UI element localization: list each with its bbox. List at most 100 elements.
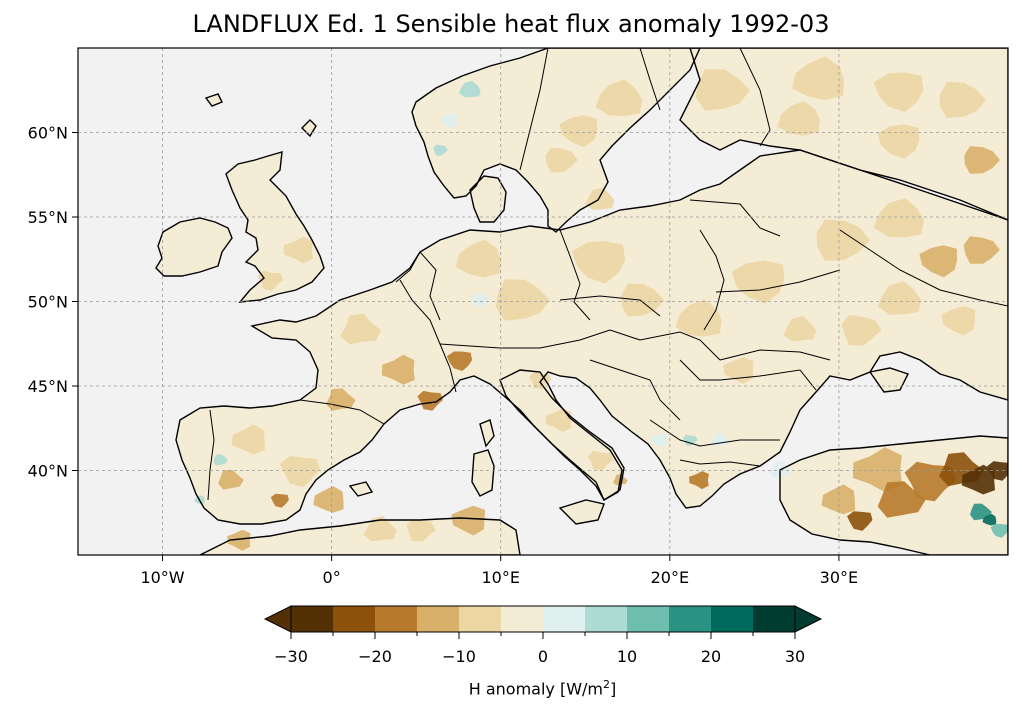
- coastlines: [155, 48, 1008, 555]
- anomaly-patch: [791, 56, 844, 101]
- anomaly-patch: [231, 424, 265, 455]
- colorbar-bin: [711, 606, 753, 632]
- colorbar-bin: [501, 606, 543, 632]
- colorbar-bin: [333, 606, 375, 632]
- anomaly-patch: [982, 513, 997, 526]
- border-finland-russia: [739, 48, 771, 147]
- anomaly-patch: [731, 260, 785, 304]
- land-finland-russia: [680, 48, 1008, 220]
- anomaly-patch: [695, 69, 750, 111]
- anomaly-patch: [963, 236, 1000, 264]
- anomaly-patch: [545, 408, 572, 433]
- anomaly-patch: [451, 505, 486, 536]
- border-poland-east: [699, 229, 725, 331]
- colorbar-over-extend: [794, 605, 823, 633]
- anomaly-patch: [987, 461, 1008, 481]
- land-italy: [500, 370, 622, 500]
- border-austria-hungary: [609, 329, 721, 361]
- tick-marks: 10°W 0° 10°E 20°E 30°E 60°N 55°N 50°N 45°N 40°N: [28, 124, 858, 588]
- anomaly-patch: [587, 450, 614, 471]
- colorbar-tick-label: −20: [358, 647, 392, 666]
- anomaly-patch: [440, 113, 458, 128]
- colorbar-bin: [375, 606, 417, 632]
- anomaly-patch: [363, 516, 397, 542]
- lat-tick-label: 45°N: [28, 377, 68, 396]
- anomaly-patch: [455, 239, 501, 278]
- border-alps: [439, 329, 611, 349]
- lon-tick-label: 20°E: [651, 568, 689, 587]
- anomaly-patch: [559, 115, 598, 148]
- anomaly-patch: [571, 241, 626, 284]
- coastline-segment: [348, 481, 374, 497]
- colorbar-bin: [753, 606, 795, 632]
- colorbar-tick-label: 20: [701, 647, 721, 666]
- anomaly-patch: [279, 456, 320, 487]
- anomaly-patch: [919, 245, 958, 278]
- anomaly-patch: [766, 399, 796, 422]
- anomaly-patch: [433, 144, 448, 156]
- grid-lines: [78, 48, 1008, 555]
- anomaly-patch: [961, 464, 995, 495]
- anomaly-patch: [650, 432, 668, 448]
- lat-tick-label: 50°N: [28, 293, 68, 312]
- colorbar-label-main: H anomaly [W/m: [468, 679, 604, 699]
- colorbar-bin: [417, 606, 459, 632]
- border-germany-west: [419, 251, 441, 321]
- anomaly-patch: [381, 354, 415, 385]
- coastline-segment: [411, 48, 701, 233]
- anomaly-patch: [340, 313, 382, 345]
- colorbar-bin: [291, 606, 333, 632]
- anomaly-patch: [313, 486, 344, 513]
- anomaly-patch: [689, 471, 709, 490]
- anomaly-patch: [585, 187, 615, 210]
- coastline-segment: [199, 517, 521, 555]
- border-sweden-norway: [519, 48, 549, 171]
- anomaly-patch: [877, 124, 920, 159]
- land-sicily: [560, 500, 604, 524]
- land-north-africa: [200, 518, 520, 555]
- colorbar-label: H anomaly [W/m2]: [0, 678, 1022, 698]
- anomaly-patch: [941, 306, 976, 336]
- anomaly-patch: [495, 279, 550, 321]
- anomaly-patch: [458, 80, 481, 98]
- coastline-segment: [868, 367, 909, 393]
- coastline-segment: [469, 175, 507, 223]
- anomaly-patch: [821, 484, 856, 515]
- land-denmark: [470, 176, 506, 222]
- colorbar-bin: [459, 606, 501, 632]
- lon-tick-label: 10°W: [140, 568, 184, 587]
- anomaly-patch: [710, 432, 730, 447]
- land-shetland: [302, 120, 316, 136]
- anomaly-patch: [595, 79, 643, 117]
- colorbar-tick-label: 30: [785, 647, 805, 666]
- coastline-segment: [155, 217, 233, 277]
- anomaly-patch: [406, 519, 436, 542]
- anomaly-patch: [873, 72, 924, 112]
- lat-tick-label: 60°N: [28, 124, 68, 143]
- coastline-segment: [471, 449, 495, 497]
- coastline-segment: [225, 151, 325, 303]
- lat-tick-label: 40°N: [28, 462, 68, 481]
- border-sweden-finland: [639, 48, 661, 111]
- country-borders: [207, 48, 1008, 501]
- colorbar-bin: [543, 606, 585, 632]
- land-great-britain: [226, 152, 324, 302]
- colorbar: −30 −20 −10 0 10 20 30: [263, 605, 823, 666]
- anomaly-patch: [990, 523, 1008, 538]
- coastline-segment: [499, 369, 623, 501]
- land-sardinia: [472, 450, 494, 496]
- anomaly-patch: [816, 219, 870, 261]
- anomaly-patch: [877, 281, 922, 315]
- border-germany-east: [559, 229, 591, 321]
- land-crimea: [870, 368, 908, 392]
- anomaly-patch: [847, 511, 873, 531]
- anomaly-patch: [218, 469, 244, 490]
- border-belarus-south: [715, 269, 841, 293]
- anomaly-patch: [873, 198, 924, 238]
- anomaly-patch: [257, 270, 284, 291]
- coastline-segment: [479, 419, 495, 448]
- anomaly-patch: [841, 314, 882, 346]
- anomaly-patch: [783, 316, 817, 342]
- anomaly-patch: [227, 529, 251, 551]
- anomaly-patch: [621, 283, 664, 317]
